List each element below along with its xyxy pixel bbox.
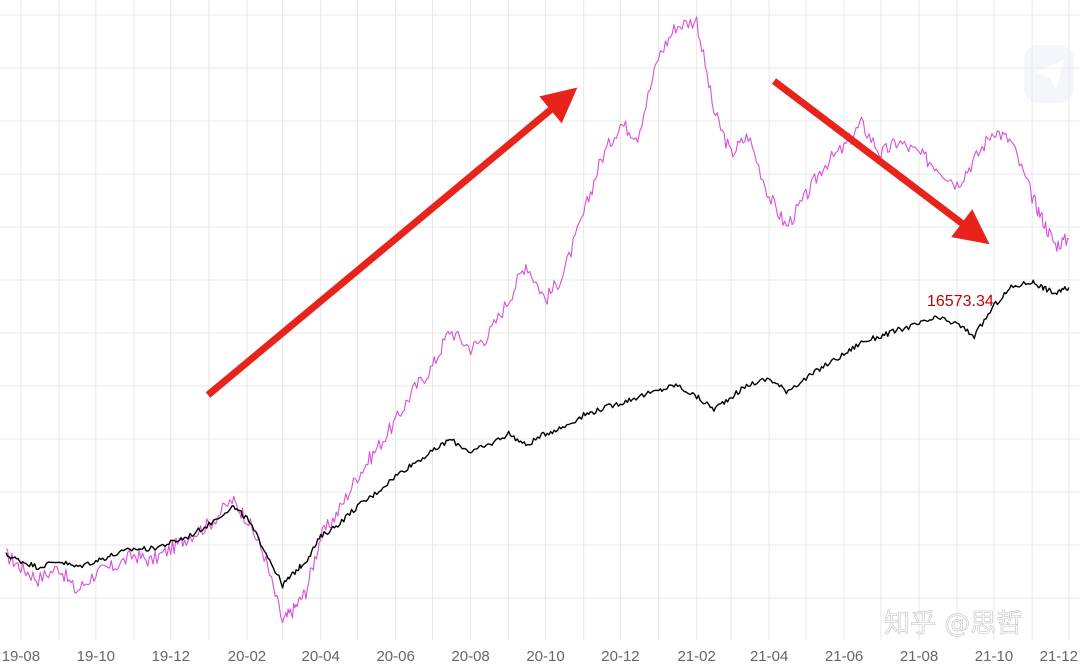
x-tick-label: 21-02 [677, 648, 715, 665]
x-tick-label: 20-08 [451, 648, 489, 665]
x-tick-label: 19-12 [152, 648, 190, 665]
up-trend-arrow [205, 87, 578, 398]
watermark-text: 知乎 @思哲 [884, 609, 1022, 639]
x-tick-label: 20-04 [301, 648, 339, 665]
watermark: 知乎 @思哲 [884, 609, 1023, 640]
series-line-black [5, 279, 1070, 589]
x-tick-label: 21-06 [825, 648, 863, 665]
x-tick-label: 20-10 [526, 648, 564, 665]
x-tick-label: 21-08 [900, 648, 938, 665]
paper-plane-icon [1024, 45, 1074, 103]
series-line-magenta [5, 16, 1070, 624]
x-tick-label: 19-08 [2, 648, 40, 665]
x-axis-tick-labels: 19-08 19-10 19-12 20-02 20-04 20-06 20-08 20-10… [2, 648, 1078, 665]
down-trend-arrow [771, 78, 990, 245]
x-tick-label: 19-10 [77, 648, 115, 665]
x-tick-label: 21-10 [975, 648, 1013, 665]
x-tick-label: 20-12 [601, 648, 639, 665]
grid [0, 0, 1080, 640]
last-value-label-group: 16573.34 [927, 293, 994, 310]
x-tick-label: 20-02 [228, 648, 266, 665]
x-tick-label: 21-04 [750, 648, 788, 665]
annotation-arrows [205, 78, 990, 398]
x-tick-label: 21-12 [1040, 648, 1078, 665]
last-value-label: 16573.34 [927, 293, 994, 310]
series-layer [5, 16, 1070, 624]
x-tick-label: 20-06 [376, 648, 414, 665]
